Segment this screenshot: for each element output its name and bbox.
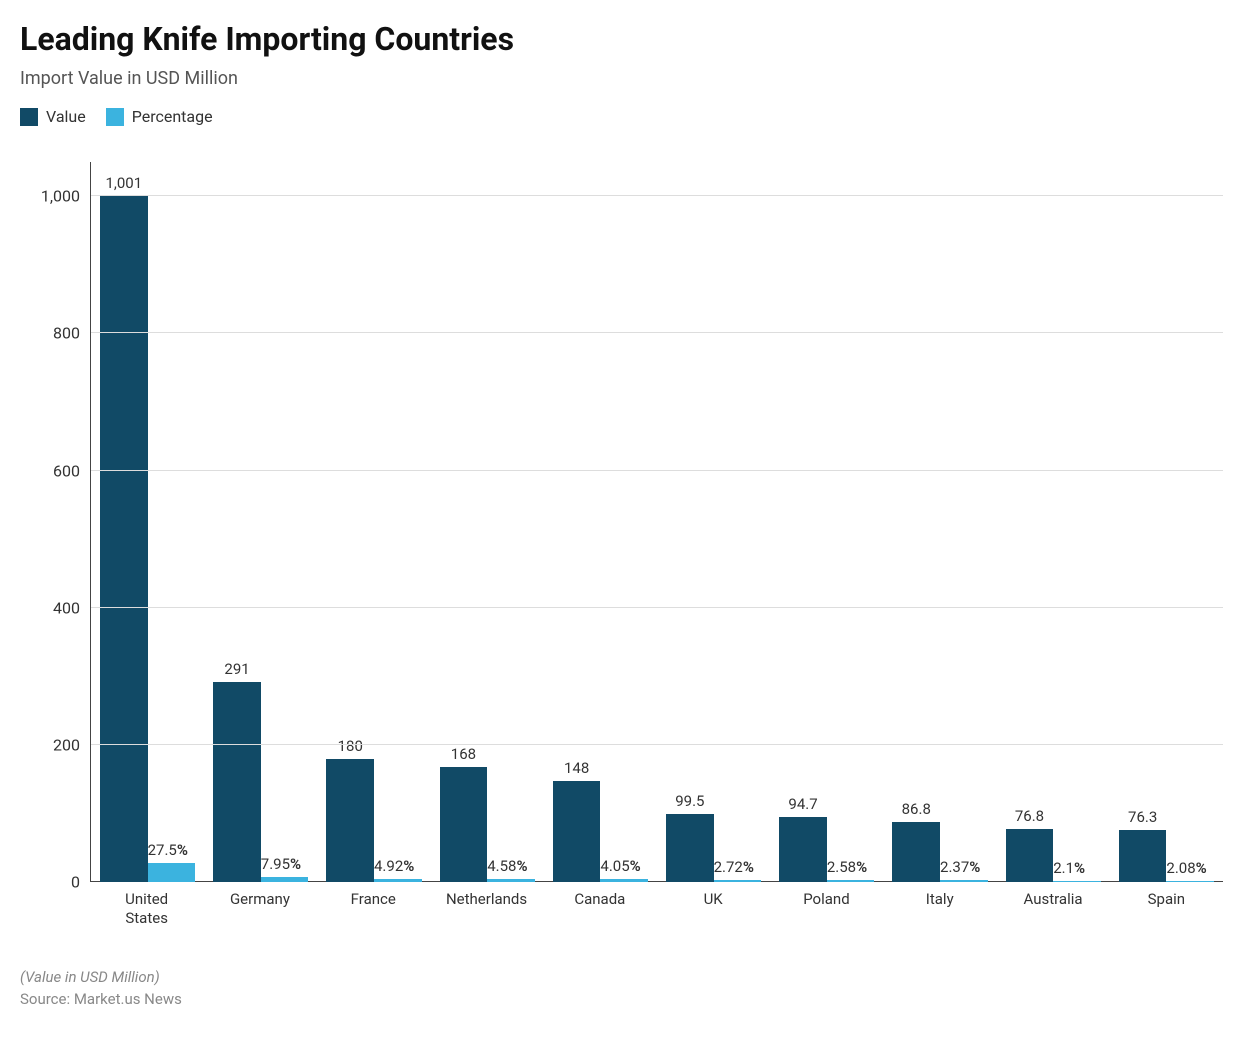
y-tick-label: 1,000	[41, 187, 80, 206]
gridline	[91, 195, 1223, 196]
bar-value-label: 291	[224, 660, 249, 678]
y-tick-label: 0	[71, 873, 80, 892]
x-axis-label: Poland	[770, 890, 883, 928]
x-axis-label: Australia	[996, 890, 1109, 928]
legend-swatch-value	[20, 108, 38, 126]
bar-group: 1484.05%	[544, 162, 657, 882]
gridline	[91, 607, 1223, 608]
bar-value-label: 180	[338, 737, 363, 755]
x-axis-label: Germany	[203, 890, 316, 928]
x-axis-label: Italy	[883, 890, 996, 928]
bar-group: 99.52.72%	[657, 162, 770, 882]
bar-value-label: 76.8	[1015, 807, 1044, 825]
y-tick-label: 400	[53, 598, 80, 617]
bar-value-label: 168	[451, 745, 476, 763]
bar-percentage-label: 4.05%	[600, 857, 640, 875]
x-axis-label: Canada	[543, 890, 656, 928]
gridline	[91, 744, 1223, 745]
bar-value: 1,001	[100, 196, 148, 882]
legend: Value Percentage	[20, 107, 1223, 126]
bar-percentage: 27.5%	[148, 863, 196, 882]
source: Source: Market.us News	[20, 990, 1223, 1008]
bar-percentage-label: 2.72%	[714, 858, 754, 876]
bar-percentage-label: 2.58%	[827, 858, 867, 876]
footnote: (Value in USD Million)	[20, 968, 1223, 986]
legend-label-value: Value	[46, 107, 86, 126]
chart-title: Leading Knife Importing Countries	[20, 20, 1223, 58]
bar-value: 94.7	[779, 817, 827, 882]
bar-value-label: 99.5	[675, 792, 704, 810]
y-tick-label: 600	[53, 461, 80, 480]
plot-area: 1,00127.5%2917.95%1804.92%1684.58%1484.0…	[90, 162, 1223, 882]
bar-value: 76.8	[1006, 829, 1054, 882]
x-axis: United StatesGermanyFranceNetherlandsCan…	[90, 890, 1223, 928]
x-axis-label: United States	[90, 890, 203, 928]
legend-label-percentage: Percentage	[132, 107, 213, 126]
x-axis-label: Netherlands	[430, 890, 543, 928]
bar-percentage-label: 2.08%	[1166, 859, 1206, 877]
bar-percentage: 2.72%	[714, 880, 762, 882]
bar-value: 180	[326, 759, 374, 882]
bar-percentage-label: 2.1%	[1053, 859, 1085, 877]
bar-group: 86.82.37%	[883, 162, 996, 882]
bar-value: 99.5	[666, 814, 714, 882]
bar-value-label: 148	[564, 759, 589, 777]
bar-groups: 1,00127.5%2917.95%1804.92%1684.58%1484.0…	[91, 162, 1223, 882]
bar-percentage: 2.58%	[827, 880, 875, 882]
bar-percentage: 4.58%	[487, 879, 535, 882]
bar-percentage-label: 2.37%	[940, 858, 980, 876]
legend-swatch-percentage	[106, 108, 124, 126]
bar-percentage-label: 4.92%	[374, 857, 414, 875]
bar-value: 291	[213, 682, 261, 882]
y-tick-label: 800	[53, 324, 80, 343]
gridline	[91, 470, 1223, 471]
bar-value-label: 76.3	[1128, 808, 1157, 826]
bar-percentage-label: 7.95%	[261, 855, 301, 873]
bar-value: 86.8	[892, 822, 940, 882]
bar-percentage: 2.1%	[1053, 881, 1101, 882]
legend-item-value: Value	[20, 107, 86, 126]
bar-percentage: 7.95%	[261, 877, 309, 882]
bar-value-label: 86.8	[902, 800, 931, 818]
bar-percentage: 2.37%	[940, 880, 988, 882]
bar-group: 1684.58%	[431, 162, 544, 882]
chart-subtitle: Import Value in USD Million	[20, 68, 1223, 89]
bar-group: 1,00127.5%	[91, 162, 204, 882]
bar-percentage-label: 27.5%	[148, 841, 188, 859]
bar-value: 168	[440, 767, 488, 882]
chart-footer: (Value in USD Million) Source: Market.us…	[20, 968, 1223, 1008]
bar-group: 94.72.58%	[770, 162, 883, 882]
y-axis: 02004006008001,000	[20, 162, 90, 882]
bar-value: 76.3	[1119, 830, 1167, 882]
bar-group: 1804.92%	[317, 162, 430, 882]
legend-item-percentage: Percentage	[106, 107, 213, 126]
gridline	[91, 332, 1223, 333]
chart-area: 02004006008001,000 1,00127.5%2917.95%180…	[20, 162, 1223, 882]
bar-group: 2917.95%	[204, 162, 317, 882]
x-axis-label: UK	[656, 890, 769, 928]
y-tick-label: 200	[53, 735, 80, 754]
bar-value-label: 1,001	[105, 174, 142, 192]
bar-group: 76.32.08%	[1110, 162, 1223, 882]
x-axis-label: Spain	[1110, 890, 1223, 928]
bar-percentage: 4.92%	[374, 879, 422, 882]
bar-value-label: 94.7	[788, 795, 817, 813]
bar-group: 76.82.1%	[997, 162, 1110, 882]
bar-value: 148	[553, 781, 601, 882]
bar-percentage: 2.08%	[1166, 881, 1214, 882]
bar-percentage: 4.05%	[600, 879, 648, 882]
x-axis-label: France	[317, 890, 430, 928]
bar-percentage-label: 4.58%	[487, 857, 527, 875]
